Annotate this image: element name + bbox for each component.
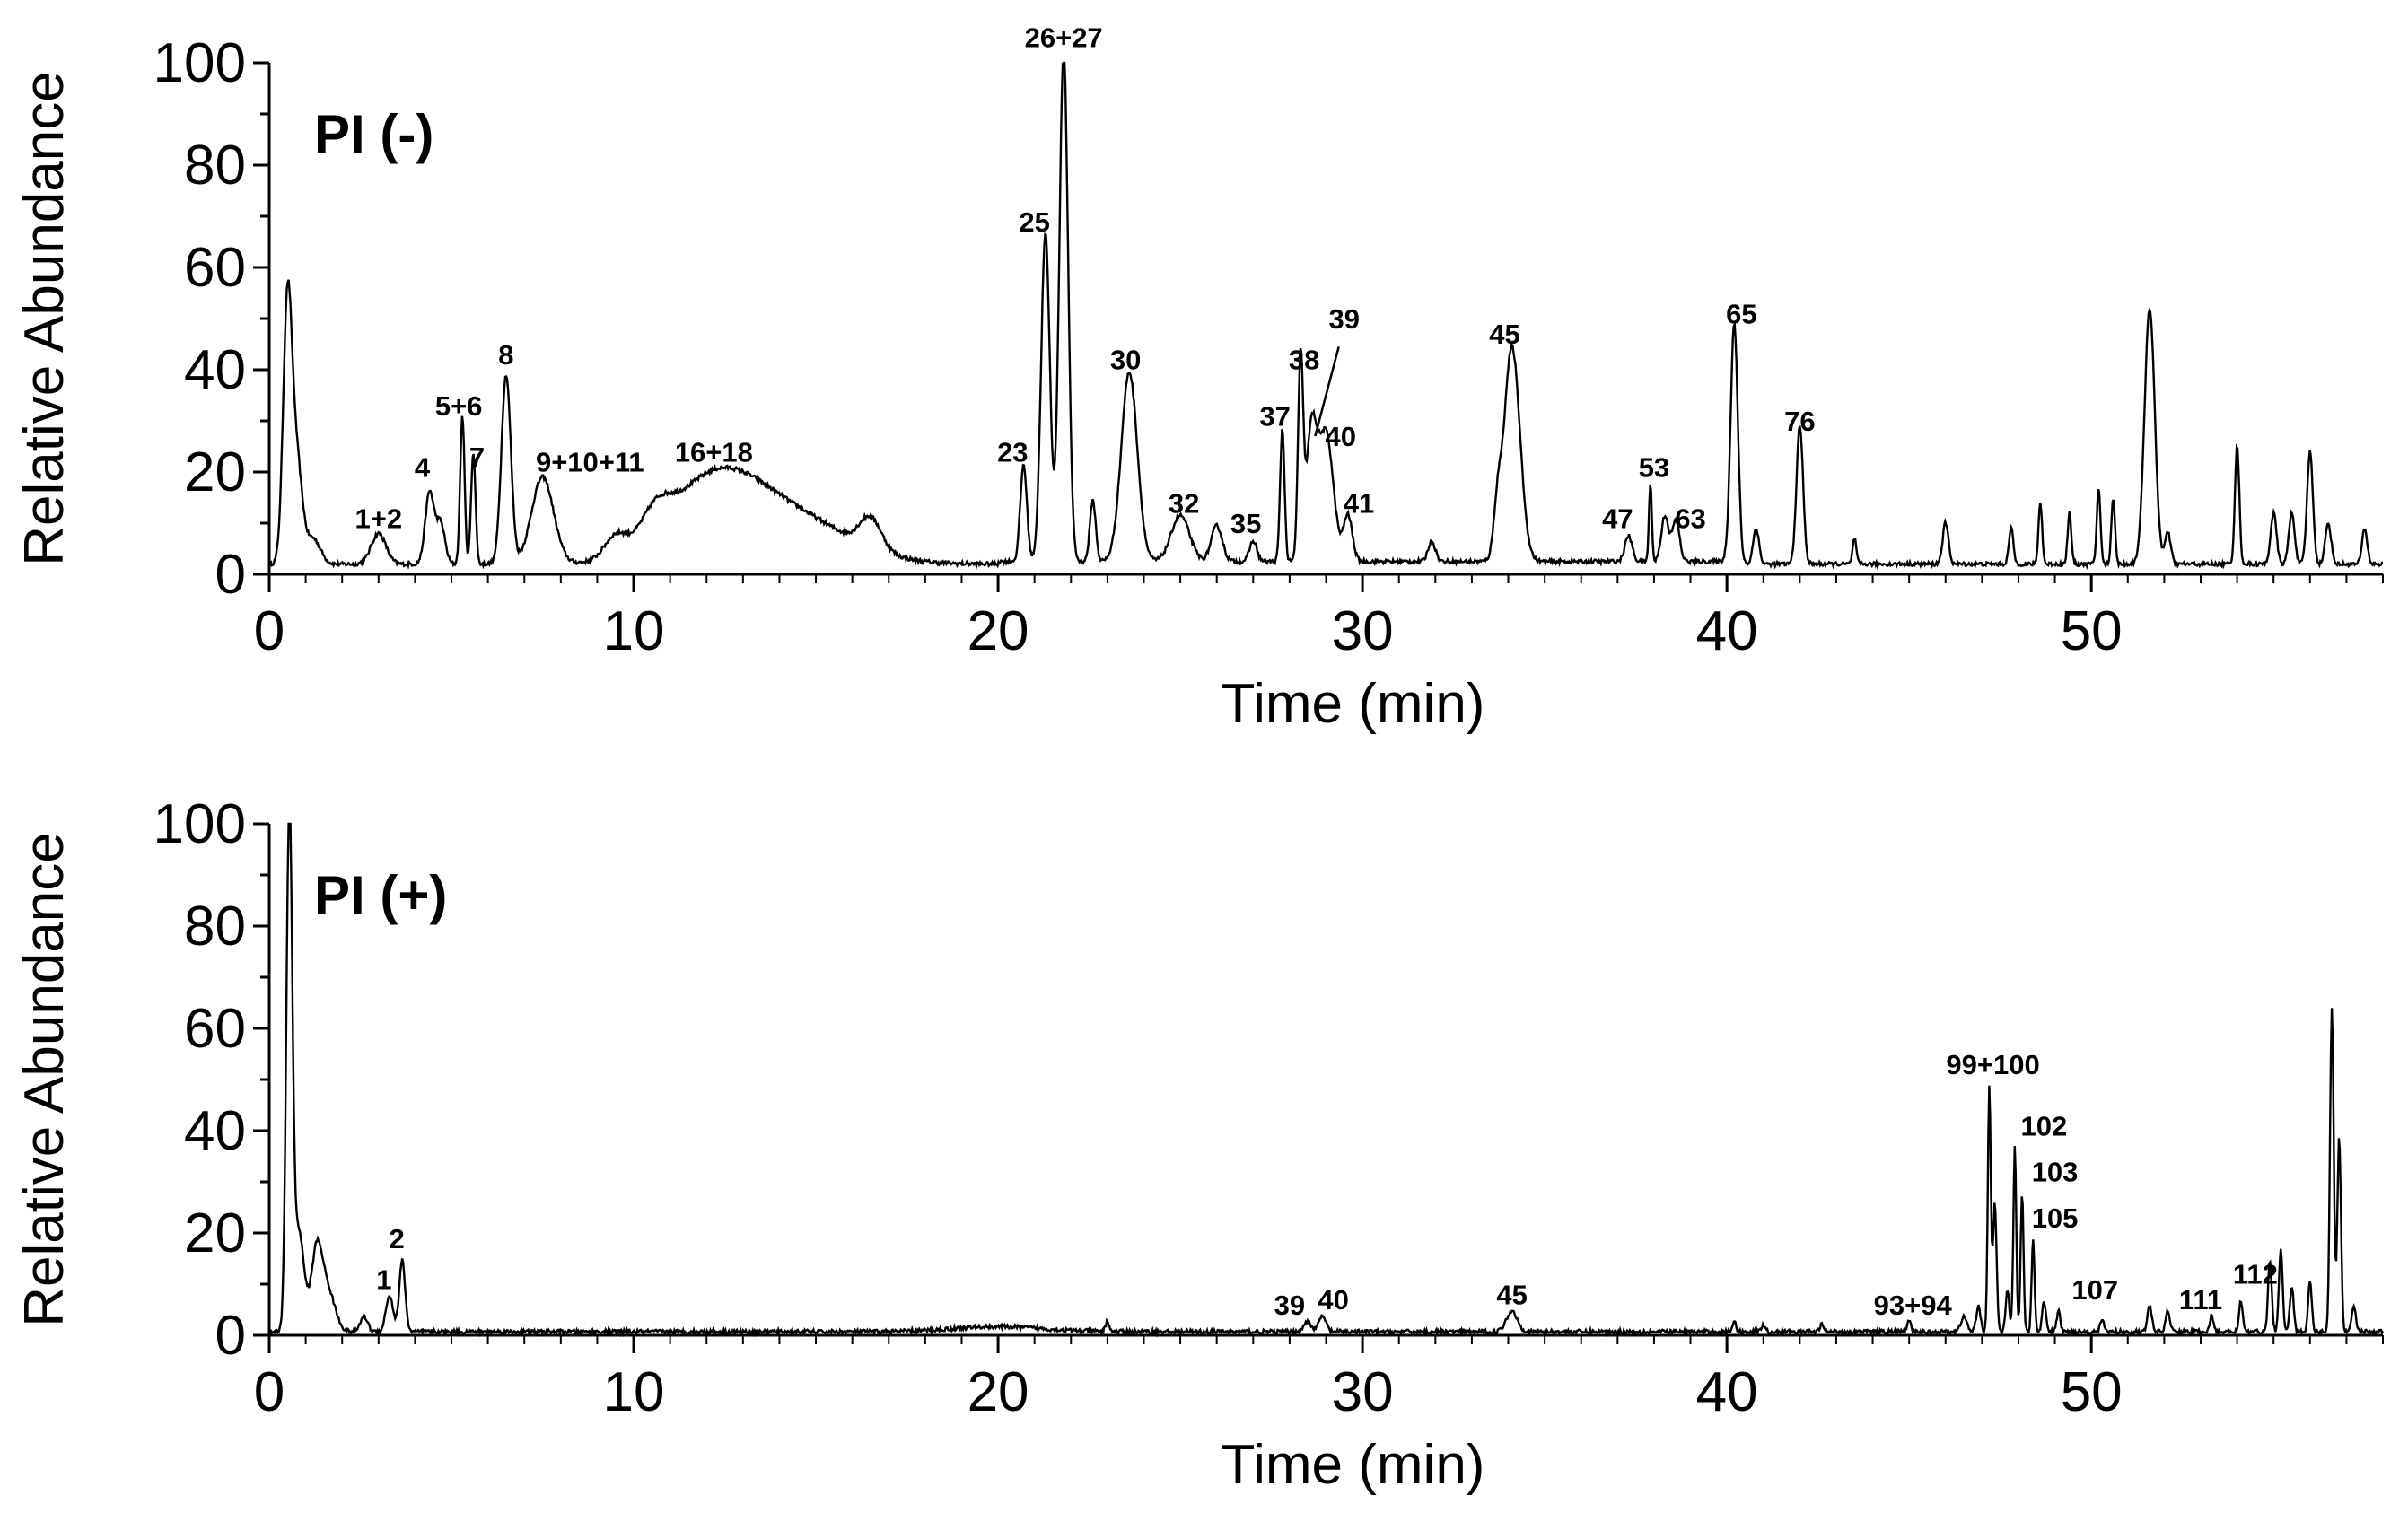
peak-label: 5+6 — [435, 390, 483, 422]
x-tick-label: 40 — [1696, 1361, 1758, 1423]
x-tick-label: 0 — [254, 1361, 285, 1423]
y-tick-label: 80 — [184, 896, 246, 957]
peak-label: 23 — [997, 436, 1028, 468]
x-tick-label: 40 — [1696, 600, 1758, 662]
peak-label: 76 — [1784, 406, 1815, 437]
panel-title: PI (+) — [314, 865, 447, 925]
y-axis-title: Relative Abundance — [13, 71, 75, 566]
peak-label: 38 — [1289, 345, 1319, 376]
peak-label: 1 — [376, 1263, 391, 1295]
x-tick-label: 20 — [968, 1361, 1029, 1423]
peak-label: 39 — [1274, 1290, 1305, 1321]
peak-label: 9+10+11 — [536, 447, 644, 478]
peak-label: 112 — [2233, 1259, 2278, 1290]
y-tick-label: 40 — [184, 1100, 246, 1162]
peak-label: 103 — [2032, 1157, 2079, 1188]
x-axis-title: Time (min) — [1222, 673, 1485, 735]
peak-label: 107 — [2071, 1274, 2118, 1306]
peak-label: 45 — [1489, 319, 1519, 350]
x-tick-label: 0 — [254, 600, 285, 662]
x-tick-label: 50 — [2061, 1361, 2123, 1423]
y-tick-label: 0 — [215, 1305, 246, 1367]
peak-label: 102 — [2021, 1110, 2068, 1141]
peak-label: 40 — [1318, 1284, 1348, 1316]
x-tick-label: 50 — [2061, 600, 2123, 662]
x-tick-label: 10 — [603, 600, 665, 662]
chart-panel-2: 0 20 40 60 80 100 0 10 20 30 40 50 Time (min) Relativ… — [13, 793, 2385, 1496]
peak-label: 65 — [1726, 298, 1756, 329]
peak-label: 30 — [1110, 345, 1141, 376]
peak-label: 41 — [1344, 487, 1374, 519]
peak-leader-line — [1314, 346, 1340, 437]
x-tick-label: 30 — [1332, 600, 1394, 662]
y-tick-label: 40 — [184, 339, 246, 401]
y-tick-label: 100 — [153, 32, 246, 94]
y-tick-label: 100 — [153, 793, 246, 855]
peak-label: 63 — [1675, 503, 1705, 534]
x-tick-label: 20 — [968, 600, 1029, 662]
peak-label: 45 — [1496, 1280, 1527, 1311]
series-line — [267, 61, 2384, 571]
peak-label: 7 — [469, 442, 485, 473]
x-axis-title: Time (min) — [1222, 1434, 1485, 1496]
x-tick-label: 10 — [603, 1361, 665, 1423]
peak-label: 35 — [1230, 508, 1261, 539]
y-tick-label: 20 — [184, 1202, 246, 1264]
y-tick-label: 0 — [215, 544, 246, 606]
peak-label: 47 — [1602, 503, 1633, 534]
panel-title: PI (-) — [314, 104, 433, 164]
peak-label: 111 — [2179, 1284, 2222, 1316]
peak-label: 39 — [1329, 303, 1360, 335]
y-tick-label: 60 — [184, 237, 246, 299]
peak-label: 4 — [415, 451, 431, 483]
peak-label: 99+100 — [1946, 1049, 2039, 1080]
peak-label: 53 — [1639, 451, 1669, 483]
peak-label: 32 — [1169, 487, 1199, 519]
y-tick-label: 60 — [184, 998, 246, 1060]
peak-label: 40 — [1325, 421, 1355, 452]
peak-label: 37 — [1259, 400, 1290, 432]
chart-panel-1: 0 20 40 60 80 100 0 10 20 30 40 50 Time (min) Relativ… — [13, 22, 2384, 735]
peak-label: 8 — [498, 339, 513, 371]
peak-label: 26+27 — [1025, 22, 1103, 54]
peak-label: 1+2 — [355, 503, 403, 534]
y-tick-label: 20 — [184, 442, 246, 503]
series-line — [267, 822, 2385, 1338]
peak-label: 2 — [389, 1223, 404, 1255]
peak-label: 16+18 — [675, 436, 753, 468]
x-tick-label: 30 — [1332, 1361, 1394, 1423]
peak-label: 93+94 — [1874, 1290, 1953, 1321]
peak-label: 105 — [2032, 1202, 2079, 1234]
y-tick-label: 80 — [184, 135, 246, 197]
peak-label: 25 — [1019, 206, 1049, 238]
y-axis-title: Relative Abundance — [13, 832, 75, 1327]
